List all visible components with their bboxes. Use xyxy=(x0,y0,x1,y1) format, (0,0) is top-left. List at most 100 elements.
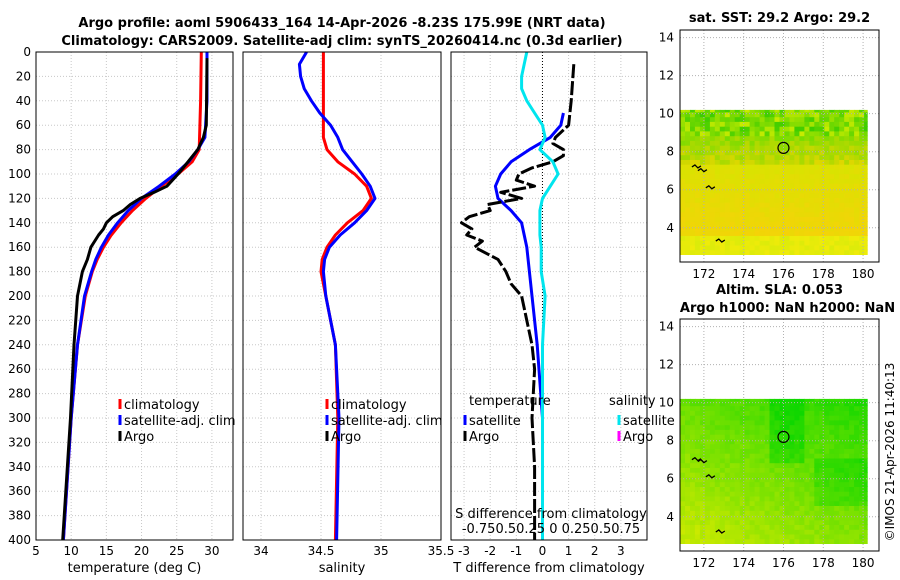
depth-tick-label: 280 xyxy=(8,387,31,401)
figure-title-line1: Argo profile: aoml 5906433_164 14-Apr-20… xyxy=(78,16,605,31)
sla_map-ytick-label: 6 xyxy=(666,472,674,486)
sla_map-xtick-label: 176 xyxy=(772,556,795,570)
sst_map-panel: 172 174 176 178 180 4 6 8 10 12 14 sat. SST: 29.2 A… xyxy=(659,11,880,281)
depth-tick-label: 20 xyxy=(16,69,31,83)
depth-tick-label: 140 xyxy=(8,216,31,230)
sst_map-axes-box xyxy=(679,29,880,263)
sla_map-ytick-label: 10 xyxy=(659,396,674,410)
legend-label: satellite xyxy=(469,414,521,429)
sst_map-ytick-label: 14 xyxy=(659,31,674,45)
sla_map-ytick-label: 14 xyxy=(659,320,674,334)
temperature-xtick-label: 25 xyxy=(169,544,184,558)
legend-salinity-title: salinity xyxy=(609,394,656,409)
sla_map-xtick-label: 178 xyxy=(812,556,835,570)
timestamp-label: ©IMOS 21-Apr-2026 11:40:13 xyxy=(883,363,897,542)
temperature-xtick-label: 15 xyxy=(99,544,114,558)
sst_map-ytick-label: 8 xyxy=(666,145,674,159)
coastline-fragment xyxy=(697,458,708,464)
legend-label: Argo xyxy=(469,430,499,445)
legend-label: satellite-adj. clim xyxy=(124,414,236,429)
sla_map-panel: 172 174 176 178 180 4 6 8 10 12 14 Altim. SLA: 0.05… xyxy=(659,283,895,570)
difference-series-salinity-satellite xyxy=(520,51,560,540)
legend-label: Argo xyxy=(623,430,653,445)
temperature-series-argo xyxy=(61,58,209,541)
sla_map-ytick-label: 4 xyxy=(666,510,674,524)
sst_map-heatmap-cells xyxy=(680,109,868,255)
difference-xtick-label: 3 xyxy=(617,544,625,558)
temperature-xlabel: temperature (deg C) xyxy=(68,561,202,576)
difference-xtick-label: 1 xyxy=(565,544,573,558)
depth-tick-label: 220 xyxy=(8,313,31,327)
coastline-fragment xyxy=(715,238,726,243)
coastline-fragment xyxy=(691,164,702,169)
temperature-axes-box xyxy=(35,51,234,541)
depth-tick-label: 260 xyxy=(8,362,31,376)
sla_map-xtick-label: 174 xyxy=(732,556,755,570)
salinity-series-satellite-adj-clim xyxy=(297,51,377,541)
sla_map-axes-box xyxy=(679,318,880,552)
legend-label: Argo xyxy=(124,430,154,445)
depth-tick-label: 120 xyxy=(8,191,31,205)
salinity-xtick-label: 34.5 xyxy=(308,544,335,558)
sst_map-ytick-label: 12 xyxy=(659,69,674,83)
depth-tick-label: 60 xyxy=(16,118,31,132)
legend-label: climatology xyxy=(331,398,407,413)
depth-tick-label: 320 xyxy=(8,435,31,449)
top-xlabel: S difference from climatology xyxy=(455,507,647,522)
depth-tick-label: 80 xyxy=(16,143,31,157)
difference-xtick-label: -1 xyxy=(510,544,522,558)
difference-series-temperature-satellite xyxy=(493,112,565,540)
sla_map-ytick-label: 12 xyxy=(659,358,674,372)
salinity-xlabel: salinity xyxy=(319,561,366,576)
sst_map-ytick-label: 10 xyxy=(659,107,674,121)
difference-xlabel: T difference from climatology xyxy=(452,561,645,576)
sla_map-ytick-label: 8 xyxy=(666,434,674,448)
sst_map-ytick-label: 4 xyxy=(666,221,674,235)
depth-tick-label: 160 xyxy=(8,240,31,254)
top-xtick-labels: -0.750.50.25 0 0.250.50.75 xyxy=(462,522,640,537)
depth-tick-label: 0 xyxy=(23,45,31,59)
coastline-fragment xyxy=(705,473,716,479)
depth-tick-label: 40 xyxy=(16,94,31,108)
temperature-plot-area xyxy=(36,52,233,540)
temperature-xtick-label: 10 xyxy=(64,544,79,558)
legend-temperature-title: temperature xyxy=(469,394,551,409)
legend-label: climatology xyxy=(124,398,200,413)
salinity-xtick-label: 35.5 xyxy=(428,544,455,558)
salinity-xtick-label: 34 xyxy=(253,544,268,558)
sla_map-title-line2: Argo h1000: NaN h2000: NaN xyxy=(680,301,895,316)
coastline-fragment xyxy=(715,529,726,534)
difference-xtick-label: -3 xyxy=(458,544,470,558)
depth-tick-label: 340 xyxy=(8,460,31,474)
sla_map-xtick-label: 180 xyxy=(852,556,875,570)
sla_map-argo-marker xyxy=(777,430,790,444)
difference-xtick-label: 2 xyxy=(591,544,599,558)
coastline-fragment xyxy=(705,184,716,190)
legend-label: satellite xyxy=(623,414,675,429)
temperature-xtick-label: 20 xyxy=(134,544,149,558)
difference-xtick-label: -2 xyxy=(484,544,496,558)
difference-panel: -3 -2 -1 0 1 2 3T difference from climatologyt… xyxy=(450,51,675,576)
difference-xtick-label: 0 xyxy=(539,544,547,558)
sst_map-xtick-label: 172 xyxy=(692,267,715,281)
legend-label: Argo xyxy=(331,430,361,445)
sst_map-xtick-label: 180 xyxy=(852,267,875,281)
depth-tick-label: 400 xyxy=(8,533,31,547)
sla_map-xtick-label: 172 xyxy=(692,556,715,570)
sst_map-xtick-label: 176 xyxy=(772,267,795,281)
difference-axes-box xyxy=(450,51,648,541)
sst_map-xtick-label: 178 xyxy=(812,267,835,281)
coastline-fragment xyxy=(697,167,708,173)
depth-tick-label: 180 xyxy=(8,265,31,279)
coastline-fragment xyxy=(691,456,702,462)
legend-label: satellite-adj. clim xyxy=(331,414,443,429)
sst_map-ytick-label: 6 xyxy=(666,183,674,197)
depth-tick-label: 380 xyxy=(8,509,31,523)
salinity-panel: 34 34.5 35 35.5 salinity climatologysatellite… xyxy=(242,51,455,576)
depth-tick-label: 100 xyxy=(8,167,31,181)
temperature-xtick-label: 5 xyxy=(32,544,40,558)
salinity-axes-box xyxy=(242,51,442,541)
depth-tick-label: 300 xyxy=(8,411,31,425)
sst_map-argo-marker xyxy=(777,141,790,155)
